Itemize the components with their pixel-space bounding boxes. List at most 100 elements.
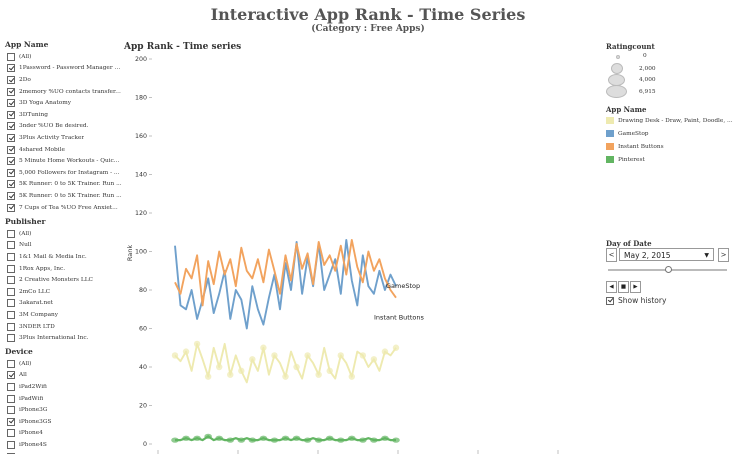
app-name-filter-item[interactable]: 5K Runner: 0 to 5K Trainer. Run ... <box>7 190 122 202</box>
play-button[interactable]: ▶ <box>630 281 641 293</box>
filter-checkbox[interactable] <box>7 110 15 119</box>
filter-checkbox[interactable] <box>7 191 15 200</box>
history-point[interactable] <box>325 435 334 441</box>
history-point[interactable] <box>303 437 312 443</box>
filter-checkbox[interactable] <box>7 406 15 415</box>
filter-checkbox[interactable] <box>7 252 15 261</box>
filter-checkbox[interactable] <box>7 452 15 454</box>
history-point[interactable] <box>304 352 311 359</box>
app-name-filter-item[interactable]: 5,000 Followers for Instagram - ... <box>7 167 122 179</box>
device-filter-item[interactable]: All <box>7 370 122 382</box>
filter-checkbox[interactable] <box>7 145 15 154</box>
app-name-filter-item[interactable]: 3DTuning <box>7 109 122 121</box>
history-point[interactable] <box>293 363 300 371</box>
filter-checkbox[interactable] <box>7 310 15 319</box>
history-point[interactable] <box>359 352 367 359</box>
history-point[interactable] <box>182 348 190 355</box>
filter-checkbox[interactable] <box>7 241 15 250</box>
app-name-filter-item[interactable]: 3Plus Activity Tracker <box>7 132 122 144</box>
device-filter-item[interactable]: iPhone4S <box>7 439 122 451</box>
history-point[interactable] <box>249 356 256 363</box>
filter-checkbox[interactable] <box>7 334 15 342</box>
publisher-filter-list[interactable]: (All) Null 1&1 Mail & Media Inc. 1Rox Apps,… <box>7 228 122 342</box>
history-point[interactable] <box>271 352 278 359</box>
show-history-checkbox[interactable] <box>606 296 614 305</box>
filter-checkbox[interactable] <box>7 382 15 391</box>
filter-checkbox[interactable] <box>7 429 15 438</box>
filter-checkbox[interactable] <box>7 287 15 296</box>
history-point[interactable] <box>171 352 179 359</box>
filter-checkbox[interactable] <box>7 276 15 285</box>
filter-checkbox[interactable] <box>7 52 15 61</box>
filter-checkbox[interactable] <box>7 394 15 403</box>
prev-date-button[interactable]: < <box>606 248 617 262</box>
history-point[interactable] <box>237 437 246 443</box>
app-name-filter-item[interactable]: 5K Runner: 0 to 5K Trainer. Run ... <box>7 179 122 191</box>
app-name-filter-item[interactable]: 1Password - Password Manager a... <box>7 63 122 75</box>
device-filter-item[interactable]: iPadWifi <box>7 393 122 405</box>
filter-checkbox[interactable] <box>7 75 15 84</box>
filter-checkbox[interactable] <box>7 359 15 368</box>
history-point[interactable] <box>248 437 257 443</box>
publisher-filter-item[interactable]: 3Plus International Inc. <box>7 332 122 342</box>
device-filter-item[interactable]: iPhone4 <box>7 428 122 440</box>
filter-checkbox[interactable] <box>7 299 15 308</box>
app-name-filter-item[interactable]: 3D Yoga Anatomy <box>7 97 122 109</box>
publisher-filter-item[interactable]: 3M Company <box>7 309 122 321</box>
history-point[interactable] <box>314 437 323 443</box>
history-point[interactable] <box>370 356 378 363</box>
history-point[interactable] <box>348 373 355 380</box>
filter-checkbox[interactable] <box>7 87 15 96</box>
filter-checkbox[interactable] <box>7 99 15 108</box>
color-legend-item[interactable]: GameStop <box>606 128 649 139</box>
history-point[interactable] <box>370 437 378 443</box>
history-point[interactable] <box>281 435 290 441</box>
history-point[interactable] <box>348 435 356 441</box>
publisher-filter-item[interactable]: 3akarat.net <box>7 298 122 310</box>
history-point[interactable] <box>226 437 235 443</box>
history-point[interactable] <box>182 435 190 441</box>
filter-checkbox[interactable] <box>7 440 15 449</box>
series-line-gamestop[interactable] <box>174 238 397 330</box>
history-point[interactable] <box>215 435 223 441</box>
publisher-filter-item[interactable]: 1Rox Apps, Inc. <box>7 263 122 275</box>
filter-checkbox[interactable] <box>7 133 15 142</box>
date-select[interactable]: May 2, 2015 ▼ <box>619 248 714 261</box>
series-line-instant[interactable] <box>174 238 397 307</box>
color-legend-item[interactable]: Drawing Desk - Draw, Paint, Doodle, ... <box>606 115 733 126</box>
publisher-filter-item[interactable]: 2mCo LLC <box>7 286 122 298</box>
show-history-toggle[interactable]: Show history <box>606 296 666 305</box>
history-point[interactable] <box>227 371 234 378</box>
next-date-button[interactable]: > <box>718 248 729 262</box>
filter-checkbox[interactable] <box>7 168 15 177</box>
history-point[interactable] <box>171 437 179 443</box>
device-filter-item[interactable]: iPhoneFirstGen <box>7 451 122 454</box>
app-name-filter-item[interactable]: (All) <box>7 51 122 63</box>
device-filter-item[interactable]: iPhone3G <box>7 404 122 416</box>
app-name-filter-item[interactable]: 5 Minute Home Workouts - Quic... <box>7 155 122 167</box>
color-legend-item[interactable]: Instant Buttons <box>606 141 664 152</box>
step-back-button[interactable]: ◀ <box>606 281 617 293</box>
history-point[interactable] <box>381 348 389 355</box>
history-point[interactable] <box>259 435 268 441</box>
history-point[interactable] <box>204 433 212 439</box>
filter-checkbox[interactable] <box>7 64 15 73</box>
device-filter-item[interactable]: iPad2Wifi <box>7 381 122 393</box>
publisher-filter-item[interactable]: 1&1 Mail & Media Inc. <box>7 251 122 263</box>
history-point[interactable] <box>392 437 400 443</box>
filter-checkbox[interactable] <box>7 417 15 426</box>
app-name-filter-item[interactable]: 4shared Mobile <box>7 144 122 156</box>
device-filter-list[interactable]: (All) All iPad2Wifi iPadWifi iPhone3G iPhone3… <box>7 358 122 454</box>
publisher-filter-item[interactable]: (All) <box>7 228 122 240</box>
history-point[interactable] <box>315 371 322 378</box>
filter-checkbox[interactable] <box>7 322 15 331</box>
history-point[interactable] <box>337 352 344 359</box>
stop-button[interactable]: ■ <box>618 281 629 293</box>
app-name-filter-item[interactable]: 7 Cups of Tea %ÜÖ Free Anxiet... <box>7 202 122 213</box>
app-name-filter-item[interactable]: 2Do <box>7 74 122 86</box>
date-slider-handle[interactable] <box>664 266 672 273</box>
publisher-filter-item[interactable]: 2 Creative Monsters LLC <box>7 274 122 286</box>
filter-checkbox[interactable] <box>7 371 15 380</box>
filter-checkbox[interactable] <box>7 264 15 273</box>
history-point[interactable] <box>336 437 345 443</box>
